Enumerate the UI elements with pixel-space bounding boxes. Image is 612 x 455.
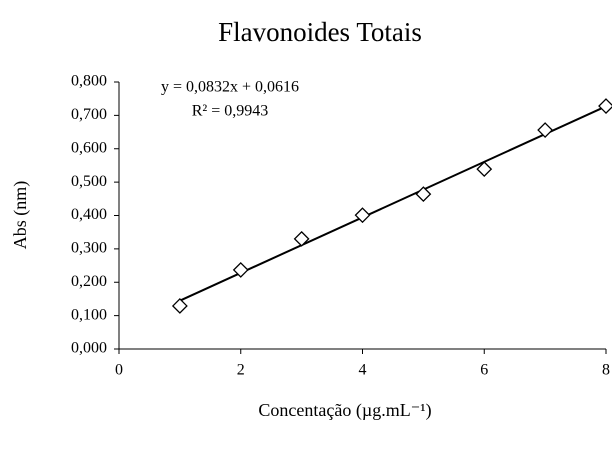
y-tick-label: 0,800	[71, 73, 107, 90]
marker	[232, 261, 249, 278]
y-tick-label: 0,200	[71, 273, 107, 290]
x-tick-label: 0	[115, 362, 123, 379]
y-tick-label: 0,500	[71, 173, 107, 190]
equation: y = 0,0832x + 0,0616	[161, 79, 299, 96]
x-tick-label: 2	[237, 362, 245, 379]
marker	[598, 98, 612, 114]
marker	[537, 122, 554, 138]
marker	[354, 207, 371, 224]
x-tick-label: 6	[480, 362, 488, 379]
y-tick-label: 0,000	[71, 340, 107, 357]
y-tick-label: 0,400	[71, 206, 107, 223]
marker	[293, 230, 310, 247]
y-tick-label: 0,700	[71, 106, 107, 123]
chart-title: Flavonoides Totais	[218, 17, 422, 47]
r-squared: R² = 0,9943	[192, 103, 269, 120]
trendline	[179, 105, 607, 302]
y-tick-label: 0,300	[71, 240, 107, 257]
x-tick-label: 4	[359, 362, 367, 379]
marker	[415, 186, 432, 203]
y-tick-label: 0,100	[71, 306, 107, 323]
x-tick-label: 8	[602, 362, 610, 379]
y-axis-label: Abs (nm)	[10, 181, 31, 250]
y-tick-label: 0,600	[71, 139, 107, 156]
x-axis-label: Concentação (µg.mL⁻¹)	[258, 400, 431, 421]
marker	[171, 298, 188, 314]
marker	[476, 161, 493, 178]
